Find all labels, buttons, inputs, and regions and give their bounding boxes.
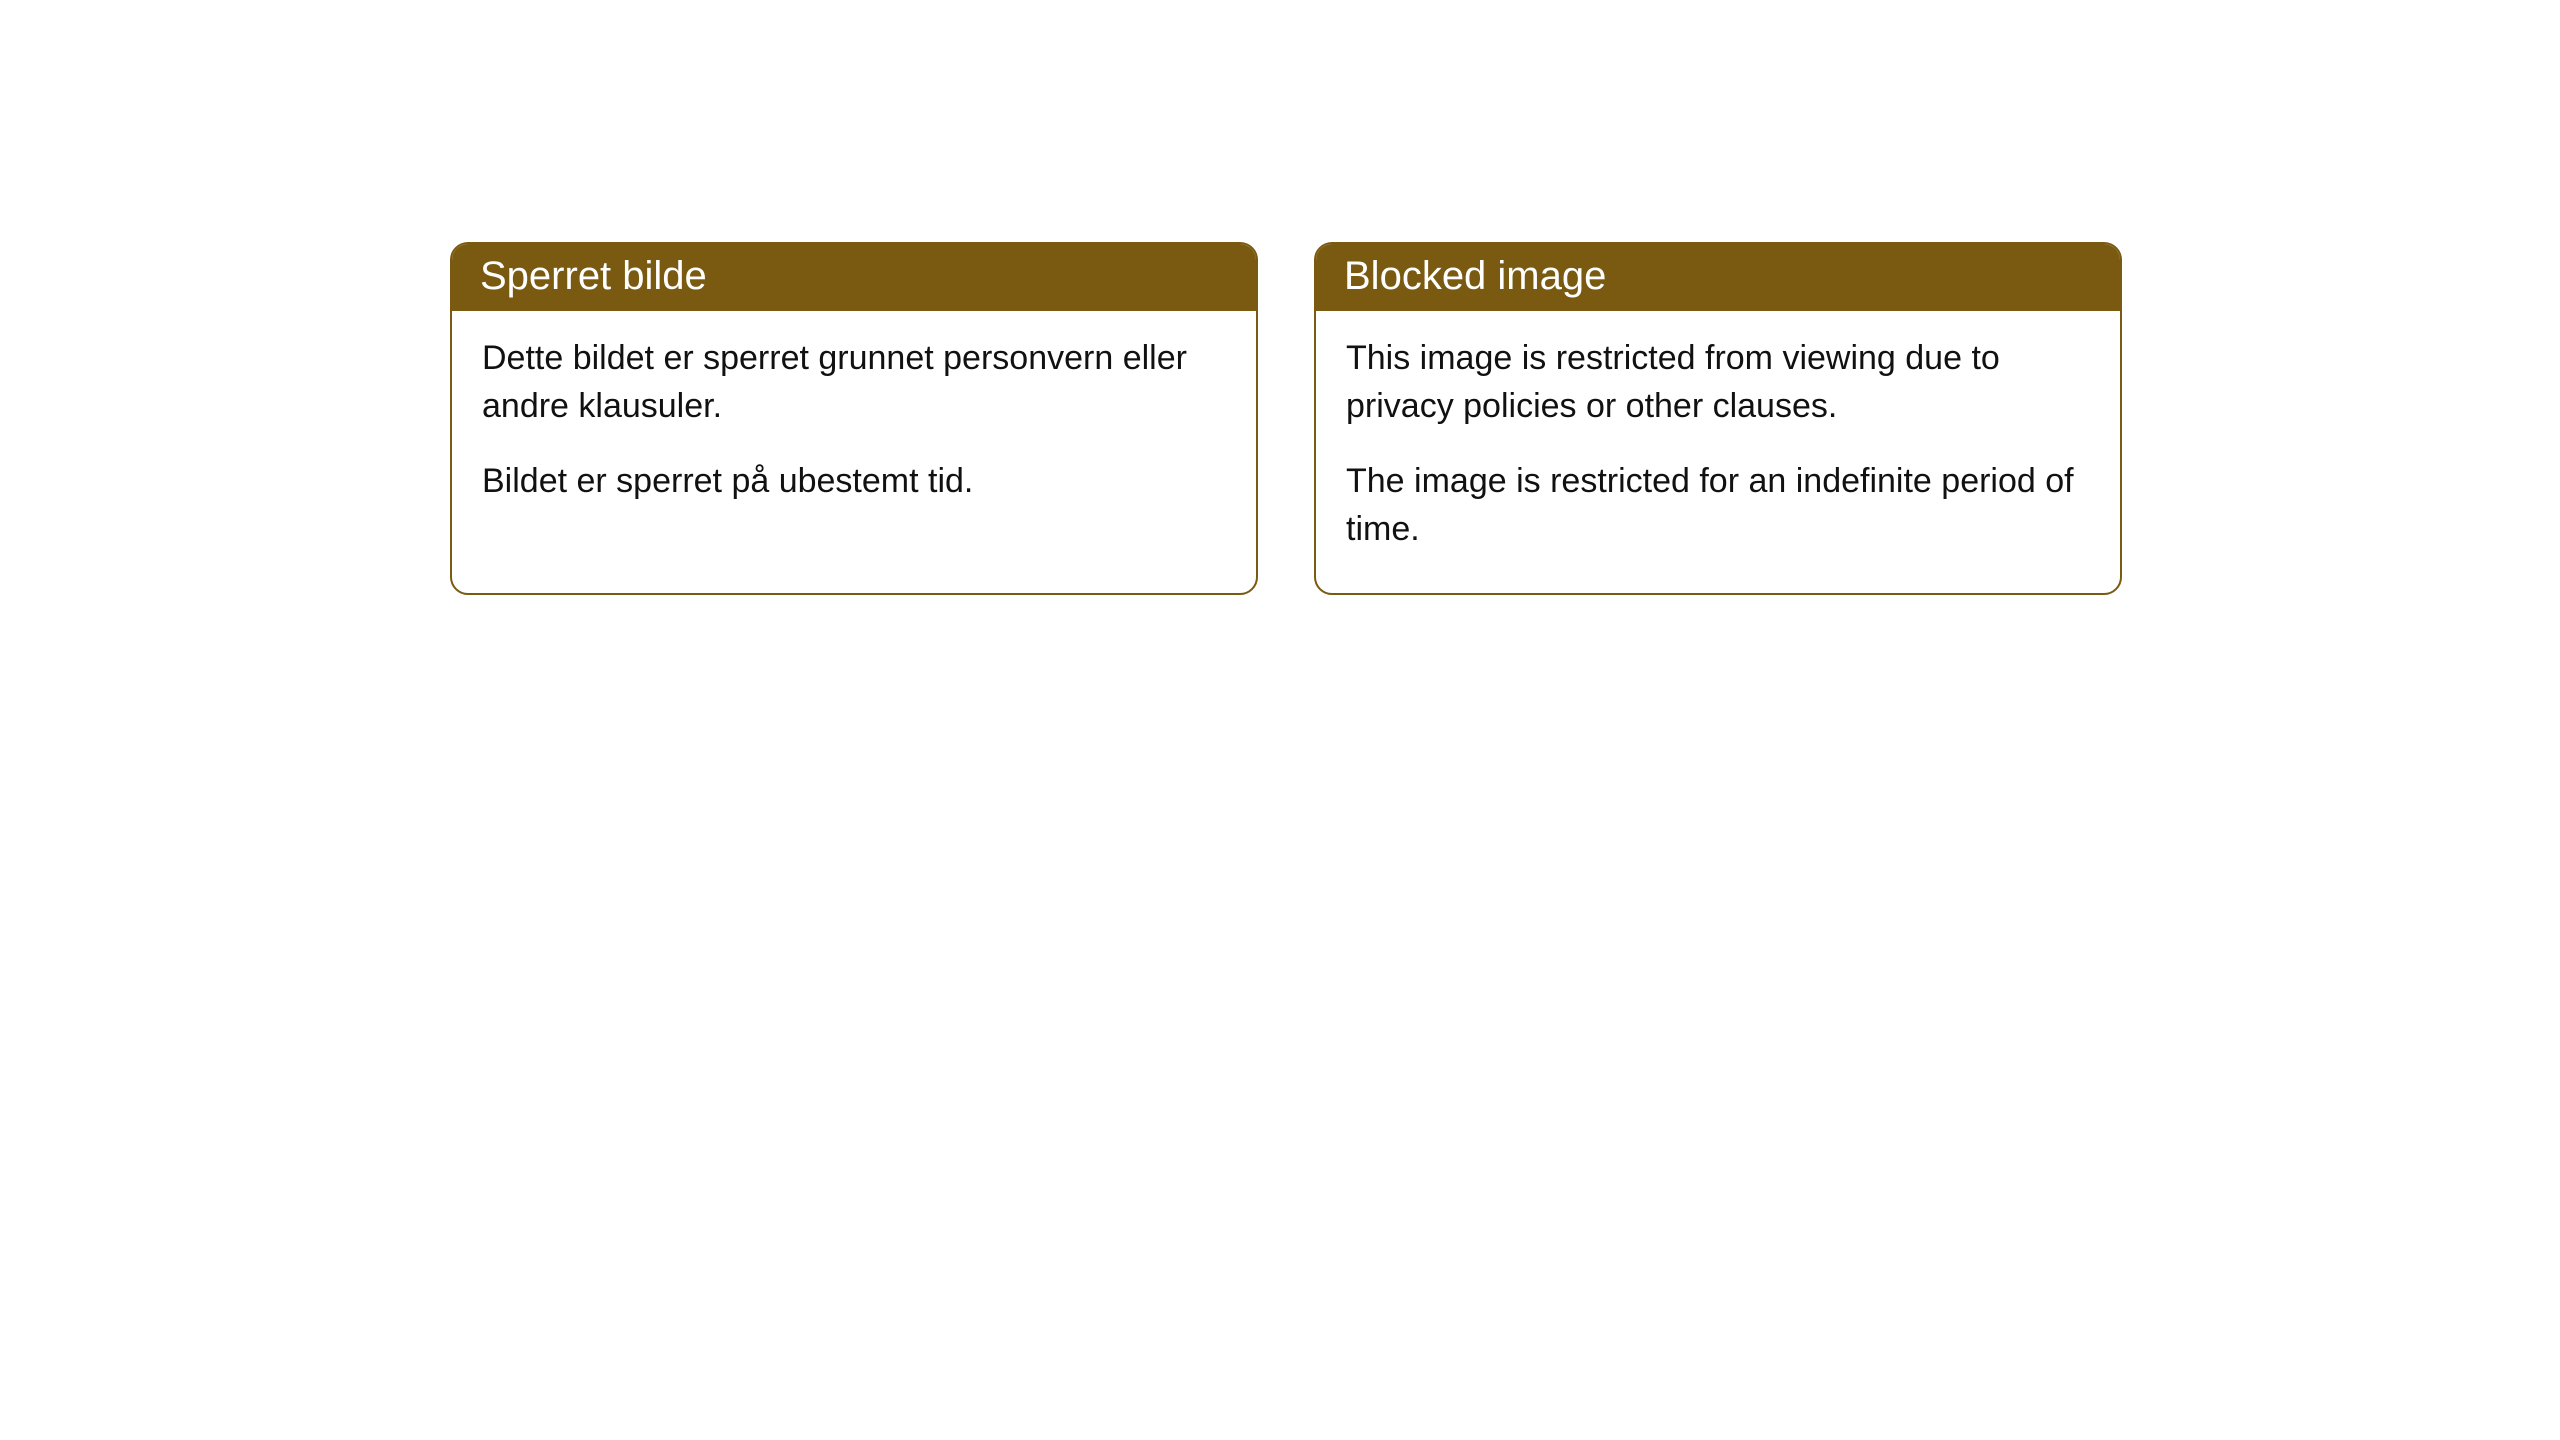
card-paragraph: The image is restricted for an indefinit…	[1346, 458, 2090, 553]
card-body-english: This image is restricted from viewing du…	[1316, 311, 2120, 593]
card-paragraph: Dette bildet er sperret grunnet personve…	[482, 335, 1226, 430]
card-paragraph: Bildet er sperret på ubestemt tid.	[482, 458, 1226, 506]
card-title-norwegian: Sperret bilde	[452, 244, 1256, 311]
card-body-norwegian: Dette bildet er sperret grunnet personve…	[452, 311, 1256, 546]
card-paragraph: This image is restricted from viewing du…	[1346, 335, 2090, 430]
card-english: Blocked image This image is restricted f…	[1314, 242, 2122, 595]
notice-container: Sperret bilde Dette bildet er sperret gr…	[0, 0, 2560, 595]
card-norwegian: Sperret bilde Dette bildet er sperret gr…	[450, 242, 1258, 595]
card-title-english: Blocked image	[1316, 244, 2120, 311]
